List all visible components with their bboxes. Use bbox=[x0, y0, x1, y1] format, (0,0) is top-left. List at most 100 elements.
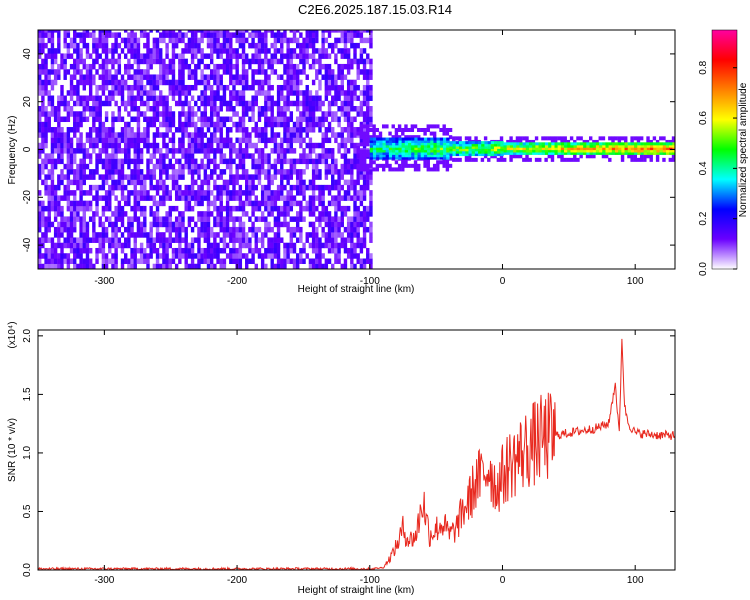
spectrogram-cell bbox=[213, 169, 217, 175]
spectrogram-cell bbox=[139, 174, 144, 180]
spectrogram-cell bbox=[276, 216, 281, 222]
spectrogram-cell bbox=[117, 174, 122, 180]
spectrogram-cell bbox=[264, 74, 268, 80]
spectrogram-cell bbox=[92, 226, 96, 233]
spectrogram-cell bbox=[155, 84, 160, 91]
spectrogram-cell bbox=[73, 211, 77, 217]
spectrogram-cell bbox=[92, 37, 96, 44]
spectrogram-cell bbox=[292, 37, 297, 44]
spectrogram-cell bbox=[187, 263, 192, 269]
spectrogram-cell bbox=[63, 132, 67, 138]
spectrogram-cell bbox=[334, 95, 338, 101]
spectrogram-cell bbox=[155, 30, 160, 33]
spectrogram-cell bbox=[665, 144, 670, 148]
spectrogram-cell bbox=[433, 142, 437, 146]
spectrogram-cell bbox=[515, 136, 520, 141]
spectrogram-cell bbox=[340, 111, 344, 117]
spectrogram-cell bbox=[136, 216, 141, 222]
spectrogram-cell bbox=[66, 169, 71, 175]
spectrogram-cell bbox=[159, 179, 163, 186]
spectrogram-cell bbox=[276, 195, 281, 201]
spectrogram-cell bbox=[73, 242, 77, 249]
spectrogram-cell bbox=[292, 32, 297, 38]
spectrogram-cell bbox=[222, 30, 227, 33]
spectrogram-cell bbox=[88, 84, 93, 91]
spectrogram-cell bbox=[53, 247, 58, 254]
spectrogram-cell bbox=[178, 84, 182, 91]
spectrogram-cell bbox=[219, 74, 223, 80]
spectrogram-cell bbox=[203, 79, 208, 86]
spectrogram-cell bbox=[187, 30, 192, 33]
spectrogram-cell bbox=[181, 253, 185, 259]
spectrogram-cell bbox=[356, 163, 360, 168]
spectrogram-cell bbox=[190, 30, 195, 33]
spectrogram-cell bbox=[264, 79, 268, 86]
spectrogram-cell bbox=[449, 153, 453, 157]
spectrogram-cell bbox=[311, 169, 316, 175]
spectrogram-cell bbox=[331, 116, 335, 123]
spectrogram-cell bbox=[194, 179, 198, 186]
spectrogram-cell bbox=[308, 53, 313, 59]
spectrogram-cell bbox=[41, 263, 45, 269]
spectrogram-cell bbox=[238, 79, 243, 86]
spectrogram-cell bbox=[321, 211, 325, 217]
spectrogram-cell bbox=[101, 221, 106, 228]
spectrogram-cell bbox=[238, 221, 243, 228]
spectrogram-cell bbox=[123, 158, 128, 165]
spectrogram-cell bbox=[149, 232, 153, 238]
spectrogram-cell bbox=[117, 69, 122, 75]
spectrogram-cell bbox=[245, 169, 249, 175]
spectrogram-cell bbox=[66, 179, 71, 186]
spectrogram-cell bbox=[362, 135, 367, 140]
spectrogram-cell bbox=[270, 132, 274, 138]
spectrogram-cell bbox=[311, 63, 316, 70]
spectrogram-cell bbox=[63, 106, 67, 112]
spectrogram-cell bbox=[484, 150, 488, 154]
spectrogram-cell bbox=[213, 163, 217, 170]
spectrogram-cell bbox=[327, 42, 332, 49]
spectrogram-cell bbox=[127, 195, 131, 201]
spectrogram-cell bbox=[143, 211, 147, 217]
spectrogram-cell bbox=[178, 226, 182, 233]
spectrogram-cell bbox=[548, 149, 552, 153]
spectrogram-cell bbox=[232, 111, 236, 117]
spectrogram-cell bbox=[101, 37, 106, 44]
spectrogram-cell bbox=[295, 158, 300, 165]
spectrogram-cell bbox=[270, 242, 274, 249]
spectrogram-cell bbox=[407, 135, 411, 140]
spectrogram-cell bbox=[241, 90, 246, 96]
spectrogram-cell bbox=[92, 95, 96, 101]
spectrogram-cell bbox=[276, 48, 281, 54]
spectrogram-cell bbox=[197, 79, 201, 86]
spectrogram-cell bbox=[481, 141, 485, 145]
spectrogram-cell bbox=[257, 253, 262, 259]
spectrogram-cell bbox=[171, 48, 176, 54]
spectrogram-cell bbox=[92, 195, 96, 201]
spectrogram-cell bbox=[586, 151, 590, 155]
spectrogram-cell bbox=[343, 195, 348, 201]
spectrogram-cell bbox=[359, 247, 364, 254]
spectrogram-cell bbox=[662, 151, 667, 155]
spectrogram-cell bbox=[155, 48, 160, 54]
spectrogram-cell bbox=[573, 142, 578, 146]
spectrogram-cell bbox=[104, 226, 109, 233]
spectrogram-cell bbox=[171, 142, 176, 149]
spectrogram-cell bbox=[194, 158, 198, 165]
spectrogram-cell bbox=[63, 142, 67, 149]
spectrogram-cell bbox=[88, 53, 93, 59]
spectrogram-cell bbox=[216, 211, 220, 217]
spectrogram-cell bbox=[123, 242, 128, 249]
spectrogram-cell bbox=[174, 263, 179, 269]
spectrogram-cell bbox=[190, 169, 195, 175]
spectrogram-cell bbox=[159, 216, 163, 222]
spectrogram-cell bbox=[159, 221, 163, 228]
spectrogram-cell bbox=[88, 190, 93, 196]
spectrogram-cell bbox=[433, 156, 437, 160]
spectrogram-cell bbox=[283, 200, 287, 207]
spectrogram-cell bbox=[162, 200, 166, 207]
spectrogram-cell bbox=[69, 190, 74, 196]
spectrogram-cell bbox=[229, 237, 233, 243]
spectrogram-cell bbox=[525, 151, 530, 155]
spectrogram-cell bbox=[353, 253, 357, 259]
spectrogram-cell bbox=[238, 184, 243, 191]
